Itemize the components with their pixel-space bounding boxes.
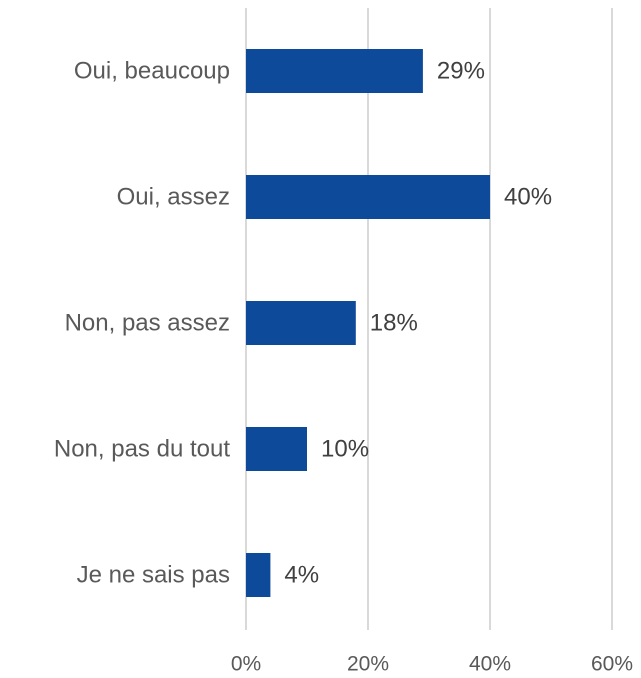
value-label: 4% [284,561,319,588]
value-label: 40% [504,183,552,210]
bar [246,553,271,597]
x-tick-label: 60% [591,653,633,676]
category-label: Oui, assez [117,183,230,210]
bar [246,427,307,471]
category-label: Non, pas du tout [54,435,230,462]
value-label: 10% [321,435,369,462]
bar [246,49,423,93]
x-tick-label: 20% [347,653,389,676]
x-tick-label: 0% [231,653,261,676]
x-tick-label: 40% [469,653,511,676]
bar [246,175,490,219]
value-label: 18% [370,309,418,336]
value-label: 29% [437,57,485,84]
category-label: Oui, beaucoup [74,57,230,84]
category-label: Je ne sais pas [77,561,230,588]
category-label: Non, pas assez [65,309,230,336]
bar [246,301,356,345]
